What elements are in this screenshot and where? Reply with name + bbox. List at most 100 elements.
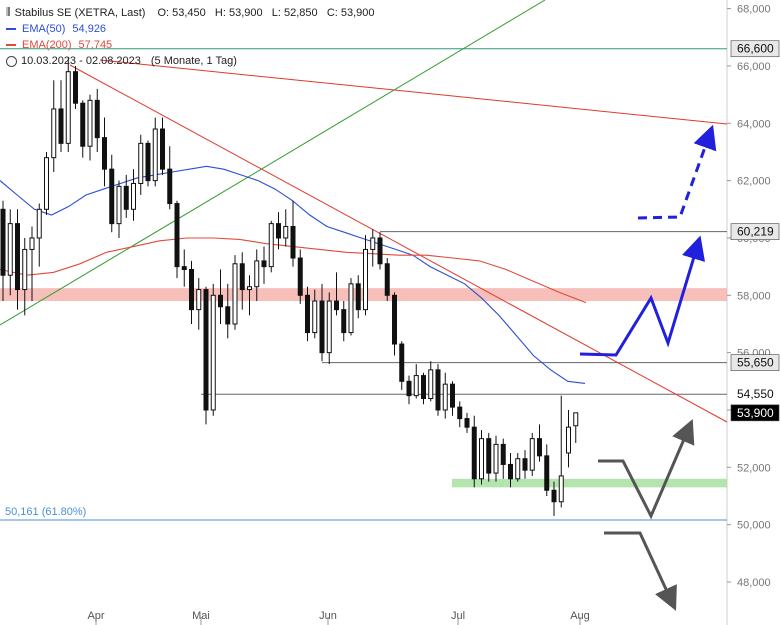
candle-body xyxy=(189,268,194,311)
y-tick-label: 58,000 xyxy=(737,290,771,302)
candle-body xyxy=(326,300,332,354)
y-tick-label: 50,000 xyxy=(737,520,771,532)
candle-body xyxy=(152,128,158,182)
x-tick-label: Aug xyxy=(570,610,590,622)
ema50-line xyxy=(0,165,586,384)
candle-body xyxy=(384,263,390,296)
candle-body xyxy=(283,225,289,239)
candle-body xyxy=(138,142,144,184)
candle-body xyxy=(537,438,542,457)
candle-body xyxy=(51,108,57,159)
ema200-value: 57,745 xyxy=(78,39,113,51)
x-tick-label: Apr xyxy=(87,610,104,622)
candle-body xyxy=(65,71,71,144)
candle-body xyxy=(421,375,426,400)
candle-body xyxy=(370,237,376,250)
candle-body xyxy=(15,223,20,291)
y-tick-label: 52,000 xyxy=(737,462,771,474)
candle-body xyxy=(551,489,557,503)
candle-body xyxy=(479,438,484,480)
candle-body xyxy=(392,294,397,345)
candle-body xyxy=(58,108,64,144)
legend-ema50-row: EMA(50) 54,926 xyxy=(6,21,375,37)
range-note: (5 Monate, 1 Tag) xyxy=(150,55,237,67)
candle-body xyxy=(435,369,441,411)
candle-body xyxy=(87,99,93,147)
candle-body xyxy=(355,283,361,311)
clock-icon xyxy=(6,55,17,67)
candle-body xyxy=(210,294,216,411)
legend-symbol-row: ⫼ Stabilus SE (XETRA, Last) O: 53,450 H:… xyxy=(6,5,375,21)
fib-label: 50,161 (61.80%) xyxy=(5,506,87,518)
legend-ema200-row: EMA(200) 57,745 xyxy=(6,37,375,53)
candle-body xyxy=(508,463,513,480)
candle-body xyxy=(377,237,383,265)
uptrend-line xyxy=(0,0,546,326)
ema200-label: EMA(200) xyxy=(22,39,72,51)
candle-body xyxy=(268,223,274,268)
price-label-box xyxy=(730,404,780,422)
candle-body xyxy=(131,182,136,210)
candle-body xyxy=(413,375,419,397)
candle-body xyxy=(500,443,506,465)
ema-lines xyxy=(0,165,587,384)
x-tick-label: Jun xyxy=(319,610,337,622)
gray-up-arrow xyxy=(598,418,695,520)
candle-body xyxy=(254,260,260,288)
candle-body xyxy=(363,248,368,311)
candle-body xyxy=(348,283,354,334)
price-label: 60,219 xyxy=(737,225,774,239)
date-range: 10.03.2023 - 02.08.2023 xyxy=(21,55,141,67)
candle-body xyxy=(109,168,115,225)
support-zone xyxy=(452,478,727,488)
legend: ⫼ Stabilus SE (XETRA, Last) O: 53,450 H:… xyxy=(6,5,375,69)
candle-icon: ⫼ xyxy=(6,7,11,18)
candle-body xyxy=(334,300,339,311)
x-tick-label: Mai xyxy=(192,610,210,622)
candle-body xyxy=(450,383,455,408)
legend-range-row: 10.03.2023 - 02.08.2023 (5 Monate, 1 Tag… xyxy=(6,53,375,69)
price-label-box xyxy=(730,40,780,58)
symbol-title: Stabilus SE (XETRA, Last) xyxy=(14,7,146,19)
candle-body xyxy=(522,458,528,471)
blue-scenario-arrow xyxy=(579,235,706,357)
candle-body xyxy=(573,412,579,427)
ohlc-values: O: 53,450 H: 53,900 L: 52,850 C: 53,900 xyxy=(157,7,375,19)
candle-body xyxy=(515,458,521,480)
candle-body xyxy=(464,418,470,428)
candle-body xyxy=(457,406,463,420)
y-tick-label: 68,000 xyxy=(737,4,771,16)
price-label-box xyxy=(731,386,779,403)
candle-body xyxy=(225,306,231,325)
candle-body xyxy=(566,426,571,454)
candle-body xyxy=(218,294,223,308)
candle-body xyxy=(239,263,245,291)
candle-body xyxy=(399,343,405,382)
candle-body xyxy=(276,223,281,239)
candle-body xyxy=(305,294,310,334)
y-tick-label: 48,000 xyxy=(737,577,771,589)
scenario-arrows xyxy=(579,124,717,611)
y-tick-label: 62,000 xyxy=(737,176,771,188)
candle-body xyxy=(261,260,267,268)
x-tick-label: Jul xyxy=(451,610,465,622)
candle-body xyxy=(493,443,499,474)
candle-body xyxy=(406,380,412,397)
candle-body xyxy=(123,185,129,210)
ema50-label: EMA(50) xyxy=(22,23,66,35)
zones xyxy=(0,288,727,488)
price-label: 53,900 xyxy=(737,406,774,420)
blue-dashed-arrow xyxy=(637,124,717,220)
y-axis: 48,00050,00052,00054,00056,00058,00060,0… xyxy=(727,4,780,589)
ema50-value: 54,926 xyxy=(72,23,107,35)
candle-body xyxy=(29,237,35,250)
candle-body xyxy=(544,455,550,491)
candle-body xyxy=(203,289,209,411)
candle-body xyxy=(36,208,42,239)
candle-body xyxy=(102,137,107,170)
y-tick-label: 66,000 xyxy=(737,61,771,73)
candle-body xyxy=(312,300,318,334)
price-label: 55,650 xyxy=(737,356,774,370)
candle-body xyxy=(232,263,238,325)
